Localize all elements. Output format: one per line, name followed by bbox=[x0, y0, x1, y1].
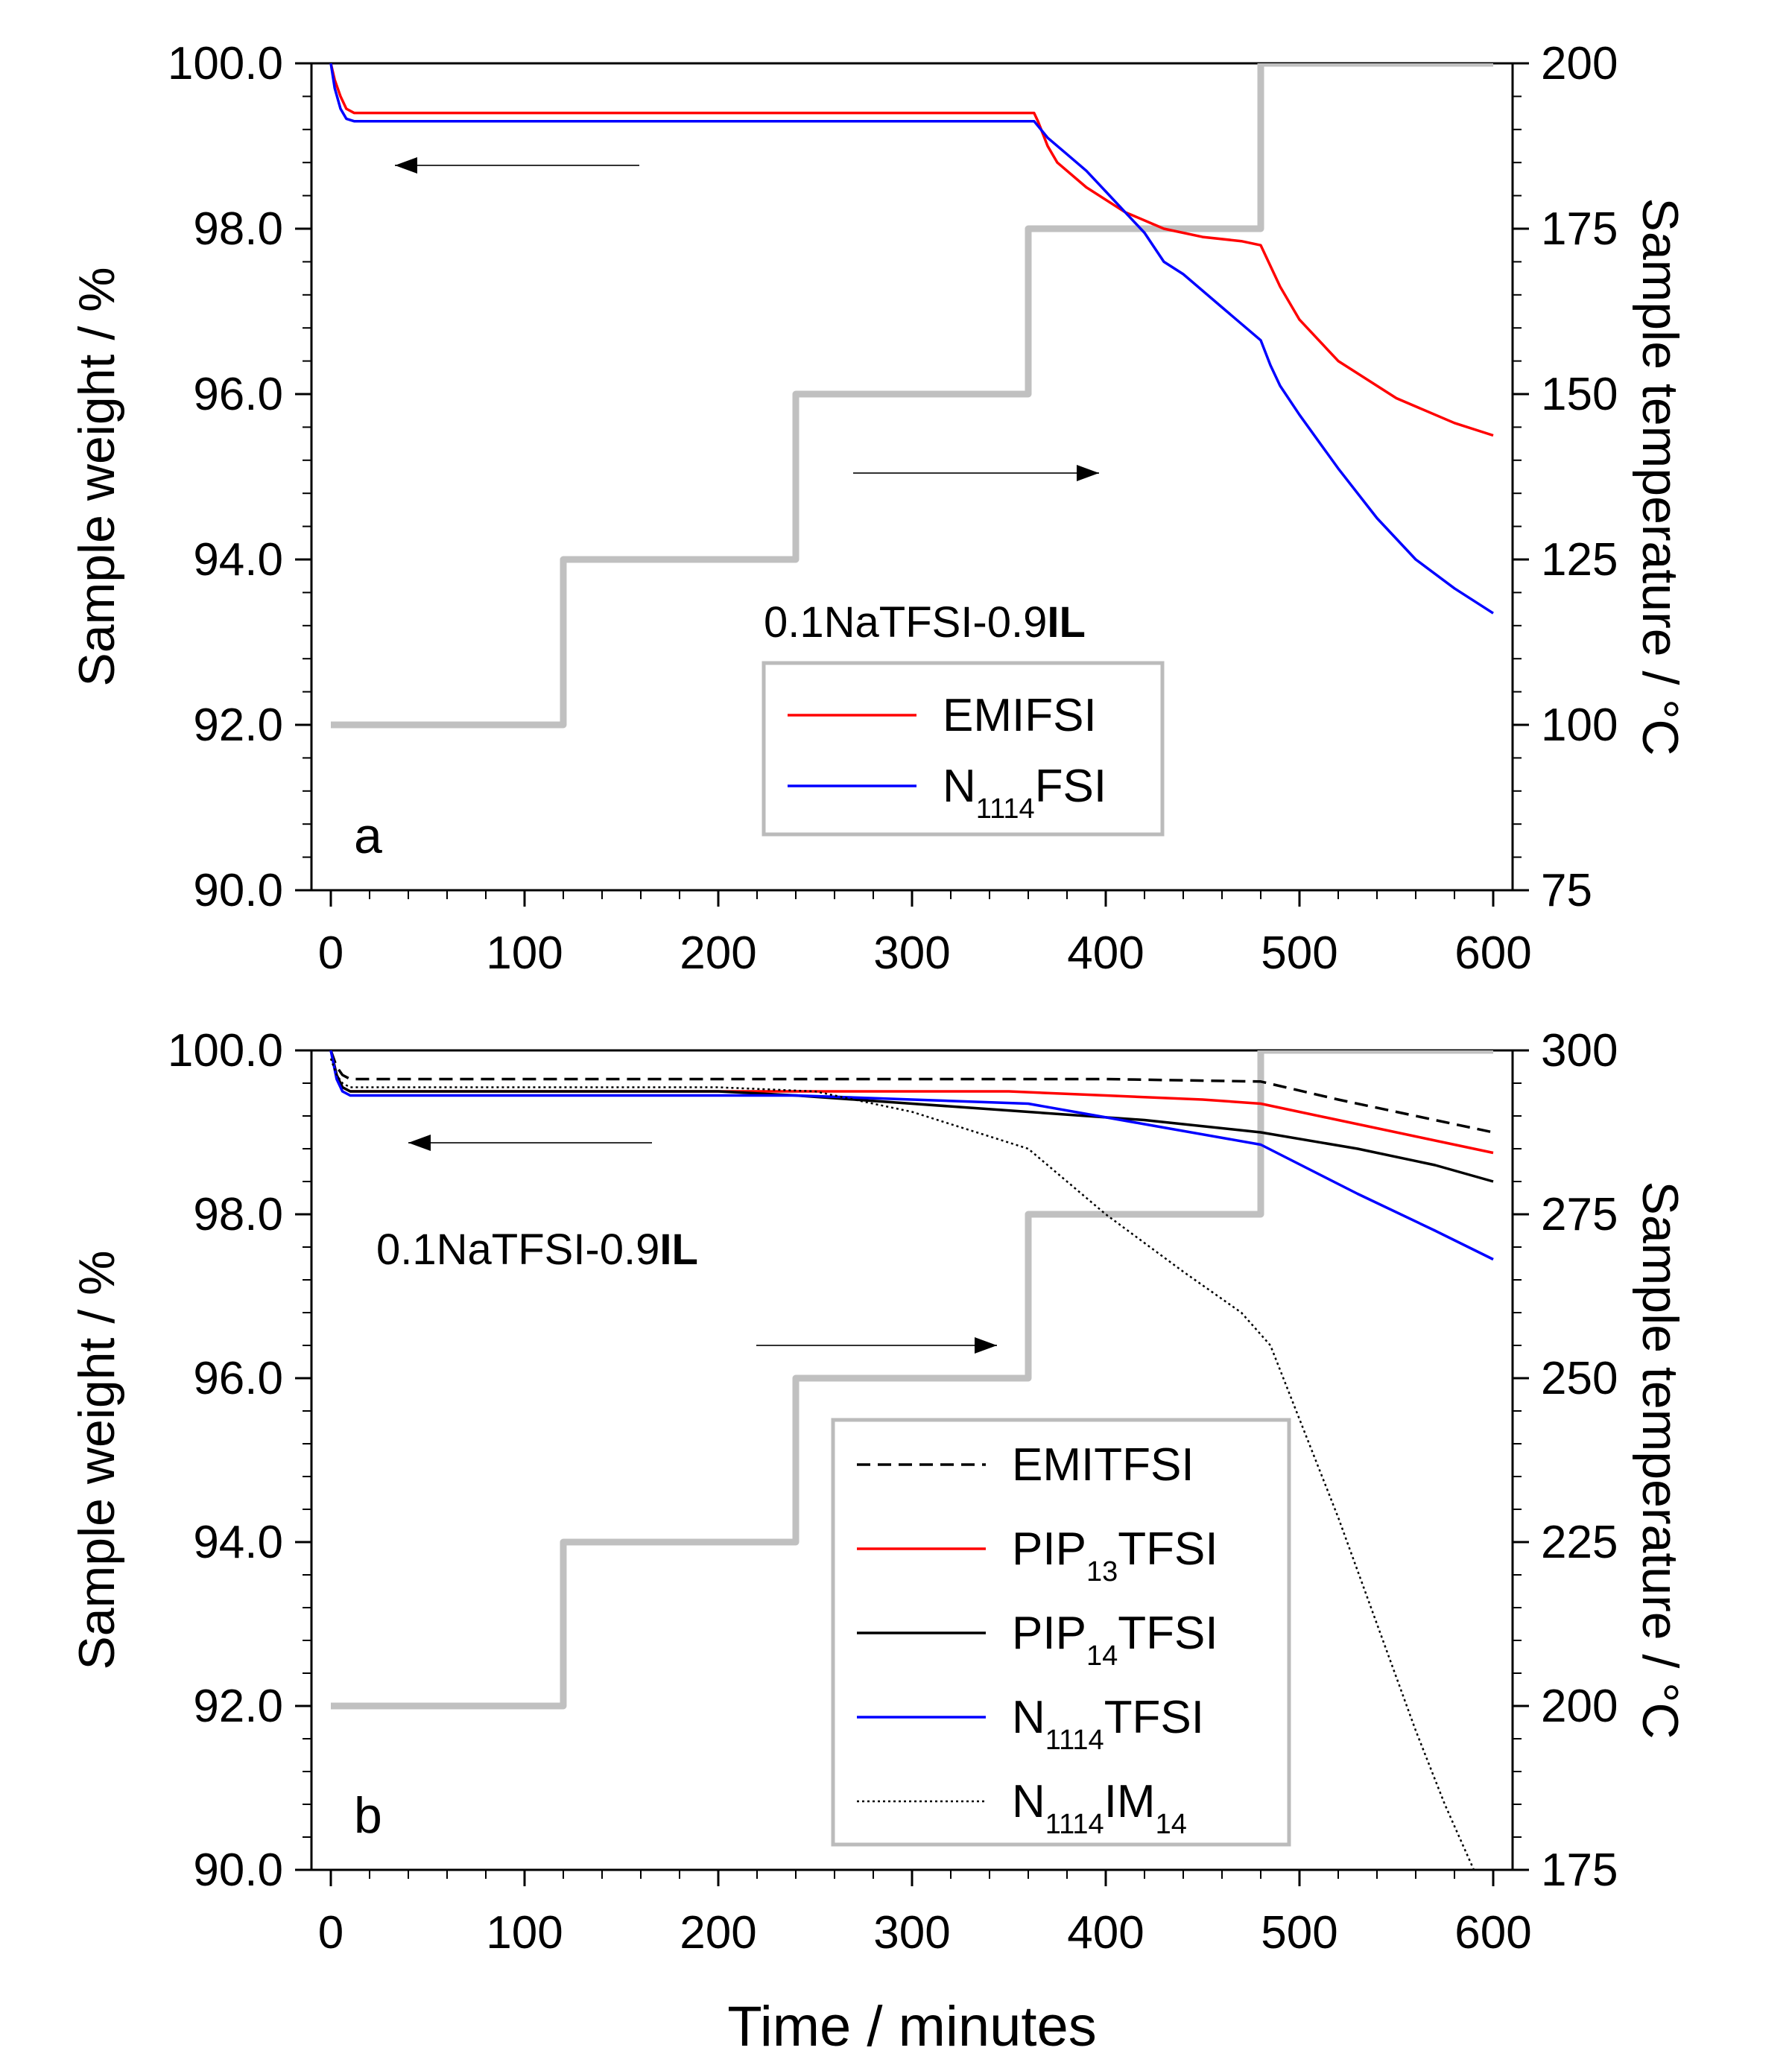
legend-label: EMIFSI bbox=[943, 690, 1097, 741]
y2-tick-label: 100 bbox=[1541, 700, 1618, 751]
legend-label-text: N bbox=[1012, 1776, 1045, 1827]
x-tick-label: 600 bbox=[1454, 927, 1531, 979]
series-group bbox=[329, 1050, 1494, 1870]
legend-label: PIP13TFSI bbox=[1012, 1523, 1218, 1588]
y2-tick-label: 300 bbox=[1541, 1025, 1618, 1076]
arrow-right-icon bbox=[975, 1337, 997, 1354]
legend-label-subscript: 1114 bbox=[1045, 1809, 1104, 1840]
legend-label-text: TFSI bbox=[1104, 1692, 1204, 1743]
y2-axis-label: Sample temperature / °C bbox=[1632, 197, 1688, 755]
legend-label-text: PIP bbox=[1012, 1608, 1086, 1659]
legend-label: N1114TFSI bbox=[1012, 1692, 1204, 1756]
y-tick-label: 98.0 bbox=[193, 1189, 283, 1240]
x-tick-label: 300 bbox=[873, 1907, 950, 1959]
series-line-emitfsi bbox=[329, 1050, 1494, 1134]
y-tick-label: 100.0 bbox=[168, 38, 283, 89]
legend-label-text: TFSI bbox=[1118, 1608, 1218, 1659]
y-tick-label: 94.0 bbox=[193, 1517, 283, 1568]
arrow-left-icon bbox=[395, 157, 417, 174]
x-tick-label: 0 bbox=[318, 1907, 343, 1959]
y2-tick-label: 200 bbox=[1541, 38, 1618, 89]
panel-letter: b bbox=[354, 1787, 382, 1844]
y2-tick-label: 150 bbox=[1541, 369, 1618, 420]
x-tick-label: 0 bbox=[318, 927, 343, 979]
legend-label-text: FSI bbox=[1035, 761, 1106, 812]
y2-axis-label: Sample temperature / °C bbox=[1632, 1181, 1688, 1739]
legend-label-text: N bbox=[1012, 1692, 1045, 1743]
legend-label: PIP14TFSI bbox=[1012, 1608, 1218, 1672]
legend-label-text: TFSI bbox=[1118, 1523, 1218, 1575]
y-tick-label: 100.0 bbox=[168, 1025, 283, 1076]
x-tick-label: 100 bbox=[486, 927, 563, 979]
series-line-pip13tfsi bbox=[329, 1050, 1494, 1155]
y-tick-label: 90.0 bbox=[193, 1845, 283, 1896]
y-tick-label: 96.0 bbox=[193, 1353, 283, 1404]
y-tick-label: 98.0 bbox=[193, 203, 283, 255]
legend-label-text: N bbox=[943, 761, 976, 812]
legend-label-text: IM bbox=[1104, 1776, 1156, 1827]
x-tick-label: 200 bbox=[680, 927, 756, 979]
x-tick-label: 400 bbox=[1067, 1907, 1144, 1959]
legend-box bbox=[762, 661, 1165, 837]
legend-label-subscript: 13 bbox=[1086, 1556, 1118, 1588]
y-tick-label: 92.0 bbox=[193, 700, 283, 751]
y2-tick-label: 125 bbox=[1541, 534, 1618, 586]
y-axis-label: Sample weight / % bbox=[69, 267, 125, 686]
y-tick-label: 90.0 bbox=[193, 865, 283, 916]
series-line-n1114tfsi bbox=[329, 1050, 1494, 1261]
arrow-right-icon bbox=[1077, 465, 1099, 481]
y2-tick-label: 175 bbox=[1541, 1845, 1618, 1896]
x-tick-label: 400 bbox=[1067, 927, 1144, 979]
series-line-n1114fsi bbox=[329, 63, 1494, 615]
y2-tick-label: 200 bbox=[1541, 1681, 1618, 1732]
series-line-pip14tfsi bbox=[329, 1050, 1494, 1183]
y2-tick-label: 225 bbox=[1541, 1517, 1618, 1568]
y-tick-label: 96.0 bbox=[193, 369, 283, 420]
legend-label: N1114IM14 bbox=[1012, 1776, 1187, 1840]
composition-annotation: 0.1NaTFSI-0.9IL bbox=[764, 598, 1086, 647]
y-tick-label: 94.0 bbox=[193, 534, 283, 586]
legend-label-subscript: 1114 bbox=[976, 793, 1035, 825]
x-tick-label: 500 bbox=[1261, 927, 1337, 979]
legend: EMITFSIPIP13TFSIPIP14TFSIN1114TFSIN1114I… bbox=[831, 1418, 1291, 1847]
x-tick-label: 200 bbox=[680, 1907, 756, 1959]
legend-label-subscript: 1114 bbox=[1045, 1725, 1104, 1756]
chart-panel-b: 0 100 200 300 400 500 600 90.0 92.0 94.0 96.0 98.0 1… bbox=[69, 1025, 1688, 1959]
chart-panel-a: 0 100 200 300 400 500 600 90.0 92.0 94.0 96.0 98.0 1… bbox=[69, 38, 1688, 979]
arrow-left-icon bbox=[408, 1135, 431, 1151]
composition-annotation: 0.1NaTFSI-0.9IL bbox=[376, 1225, 698, 1274]
y2-tick-label: 75 bbox=[1541, 865, 1592, 916]
x-tick-label: 300 bbox=[873, 927, 950, 979]
x-tick-label: 500 bbox=[1261, 1907, 1337, 1959]
y2-tick-label: 275 bbox=[1541, 1189, 1618, 1240]
x-tick-label: 600 bbox=[1454, 1907, 1531, 1959]
y-axis-label: Sample weight / % bbox=[69, 1250, 125, 1669]
legend-label-subscript: 14 bbox=[1086, 1640, 1118, 1672]
legend-label-subscript: 14 bbox=[1156, 1809, 1187, 1840]
legend-label-text: PIP bbox=[1012, 1523, 1086, 1575]
legend-label: N1114FSI bbox=[943, 761, 1106, 825]
y2-tick-label: 175 bbox=[1541, 203, 1618, 255]
series-group bbox=[329, 63, 1494, 729]
x-tick-label: 100 bbox=[486, 1907, 563, 1959]
y2-tick-label: 250 bbox=[1541, 1353, 1618, 1404]
y-tick-label: 92.0 bbox=[193, 1681, 283, 1732]
legend-label: EMITFSI bbox=[1012, 1439, 1194, 1491]
x-axis-label: Time / minutes bbox=[727, 1995, 1097, 2058]
series-line-temperature bbox=[331, 63, 1493, 729]
legend: EMIFSI N1114FSI bbox=[762, 661, 1165, 837]
series-line-emifsi bbox=[329, 63, 1494, 437]
panel-letter: a bbox=[354, 808, 382, 864]
